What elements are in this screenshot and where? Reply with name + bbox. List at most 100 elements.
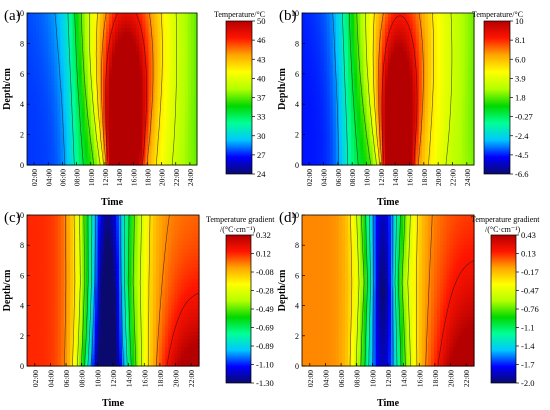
heatmap-cell [418,92,423,98]
heatmap-cell [357,127,361,132]
heatmap-cell [335,149,340,155]
heatmap-cell [27,54,31,60]
heatmap-cell [351,58,355,63]
heatmap-cell [458,58,463,63]
heatmap-cell [169,138,174,143]
heatmap-cell [163,100,168,105]
heatmap-cell [424,81,429,86]
heatmap-cell [409,134,414,139]
heatmap-cell [145,39,150,44]
heatmap-cell [443,115,447,120]
heatmap-cell [388,73,392,79]
heatmap-cell [345,32,349,37]
heatmap-cell [446,20,451,25]
heatmap-cell [193,149,198,155]
heatmap-cell [412,47,417,52]
heatmap-cell [190,47,195,52]
x-tick-label: 12:00 [101,169,110,186]
heatmap-cell [151,104,156,109]
heatmap-cell [323,70,328,75]
heatmap-cell [187,66,192,71]
heatmap-cell [360,47,365,52]
heatmap-cell [90,146,95,151]
heatmap-cell [467,73,472,79]
heatmap-cell [354,70,358,75]
heatmap-cell [415,111,420,117]
heatmap-cell [440,16,444,22]
heatmap-cell [57,54,61,60]
heatmap-cell [378,89,383,94]
heatmap-cell [332,54,337,60]
heatmap-cell [190,70,195,75]
heatmap-cell [372,111,377,117]
heatmap-cell [427,35,432,41]
heatmap-cell [102,13,107,18]
heatmap-cell [394,89,398,94]
heatmap-cell [99,108,104,113]
heatmap-cell [329,149,334,155]
heatmap-cell [314,62,318,67]
heatmap-cell [305,39,309,44]
heatmap-cell [348,108,352,113]
heatmap-cell [148,89,153,94]
heatmap-cell [136,66,140,71]
heatmap-cell [470,149,475,155]
heatmap-cell [381,115,386,120]
heatmap-cell [169,66,174,71]
heatmap-cell [431,35,435,41]
heatmap-cell [81,115,86,120]
heatmap-cell [449,104,454,109]
heatmap-cell [467,32,472,37]
heatmap-cell [351,13,355,18]
heatmap-cell [36,66,40,71]
heatmap-cell [421,39,426,44]
heatmap-cell [81,149,86,155]
heatmap-cell [30,104,34,109]
heatmap-cell [378,130,383,136]
heatmap-cell [78,58,83,63]
heatmap-cell [33,62,37,67]
heatmap-cell [160,149,165,155]
heatmap-cell [375,32,380,37]
heatmap-cell [151,89,156,94]
heatmap-cell [115,77,119,82]
heatmap-cell [360,62,365,67]
heatmap-cell [60,62,65,67]
heatmap-cell [75,47,80,52]
heatmap-cell [190,138,195,143]
heatmap-cell [81,104,86,109]
heatmap-cell [136,134,140,139]
heatmap-cell [175,47,180,52]
heatmap-cell [81,111,86,117]
heatmap-cell [305,108,309,113]
y-tick-label: 4 [295,100,299,109]
heatmap-cell [464,47,469,52]
heatmap-cell [360,66,365,71]
x-tick-label: 04:00 [44,169,53,186]
heatmap-cell [175,85,180,90]
heatmap-cell [369,13,374,18]
heatmap-cell [124,127,128,132]
heatmap-cell [381,16,386,22]
heatmap-cell [151,20,156,25]
heatmap-cell [360,58,365,63]
heatmap-cell [400,43,404,48]
y-tick-label: 6 [295,70,299,79]
heatmap-cell [421,43,426,48]
heatmap-cell [190,119,195,124]
heatmap-cell [458,92,463,98]
heatmap-cell [305,47,309,52]
colorbar-title: Temperature/°C [472,10,523,19]
heatmap-cell [464,138,469,143]
heatmap-cell [409,35,414,41]
heatmap-cell [409,111,414,117]
heatmap-cell [130,92,134,98]
heatmap-cell [332,16,337,22]
heatmap-cell [187,153,192,158]
heatmap-cell [326,104,331,109]
colorbar-tick-label: 30 [257,131,266,141]
heatmap-cell [335,77,340,82]
heatmap-cell [184,20,189,25]
heatmap-cell [145,130,150,136]
heatmap-cell [184,104,189,109]
